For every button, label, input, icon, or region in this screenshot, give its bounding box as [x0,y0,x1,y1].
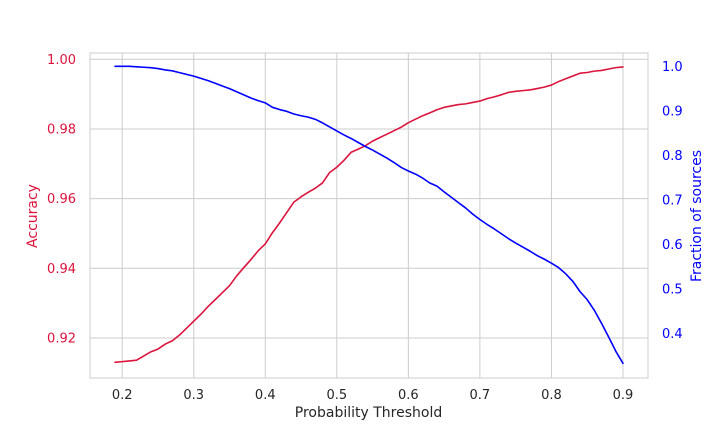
x-axis-label: Probability Threshold [295,405,442,421]
right-y-tick-label: 0.8 [662,149,683,164]
x-tick-label: 0.2 [112,388,133,403]
accuracy-line [114,66,624,364]
right-y-tick-label: 0.9 [662,104,683,119]
plot-frame [89,52,649,379]
y-gridlines [90,58,648,339]
series-layer [114,65,624,365]
right-y-tick-label: 0.6 [662,238,683,253]
x-gridlines [121,53,624,378]
x-tick-label: 0.4 [255,388,276,403]
right-y-tick-label: 0.4 [662,327,683,342]
x-tick-label: 0.7 [470,388,491,403]
x-tick-label: 0.5 [326,388,347,403]
left-y-tick-label: 0.92 [47,331,76,346]
right-y-axis-label: Fraction of sources [689,150,705,282]
right-y-tick-label: 1.0 [662,60,683,75]
right-y-tick-label: 0.7 [662,193,683,208]
fraction-of-sources-line [114,65,624,365]
left-y-tick-label: 0.94 [47,262,76,277]
x-tick-label: 0.6 [398,388,419,403]
left-y-axis-label: Accuracy [25,184,41,248]
left-y-tick-label: 0.98 [47,122,76,137]
left-y-tick-label: 0.96 [47,192,76,207]
right-y-tick-label: 0.5 [662,282,683,297]
left-y-tick-label: 1.00 [47,53,76,68]
x-tick-labels: 0.2 0.3 0.4 0.5 0.6 0.7 0.8 0.9 [112,388,633,403]
x-tick-label: 0.8 [541,388,562,403]
left-y-tick-labels: 0.92 0.94 0.96 0.98 1.00 [47,53,76,347]
right-y-tick-labels: 0.4 0.5 0.6 0.7 0.8 0.9 1.0 [662,60,683,342]
x-tick-label: 0.3 [183,388,204,403]
x-tick-label: 0.9 [613,388,634,403]
